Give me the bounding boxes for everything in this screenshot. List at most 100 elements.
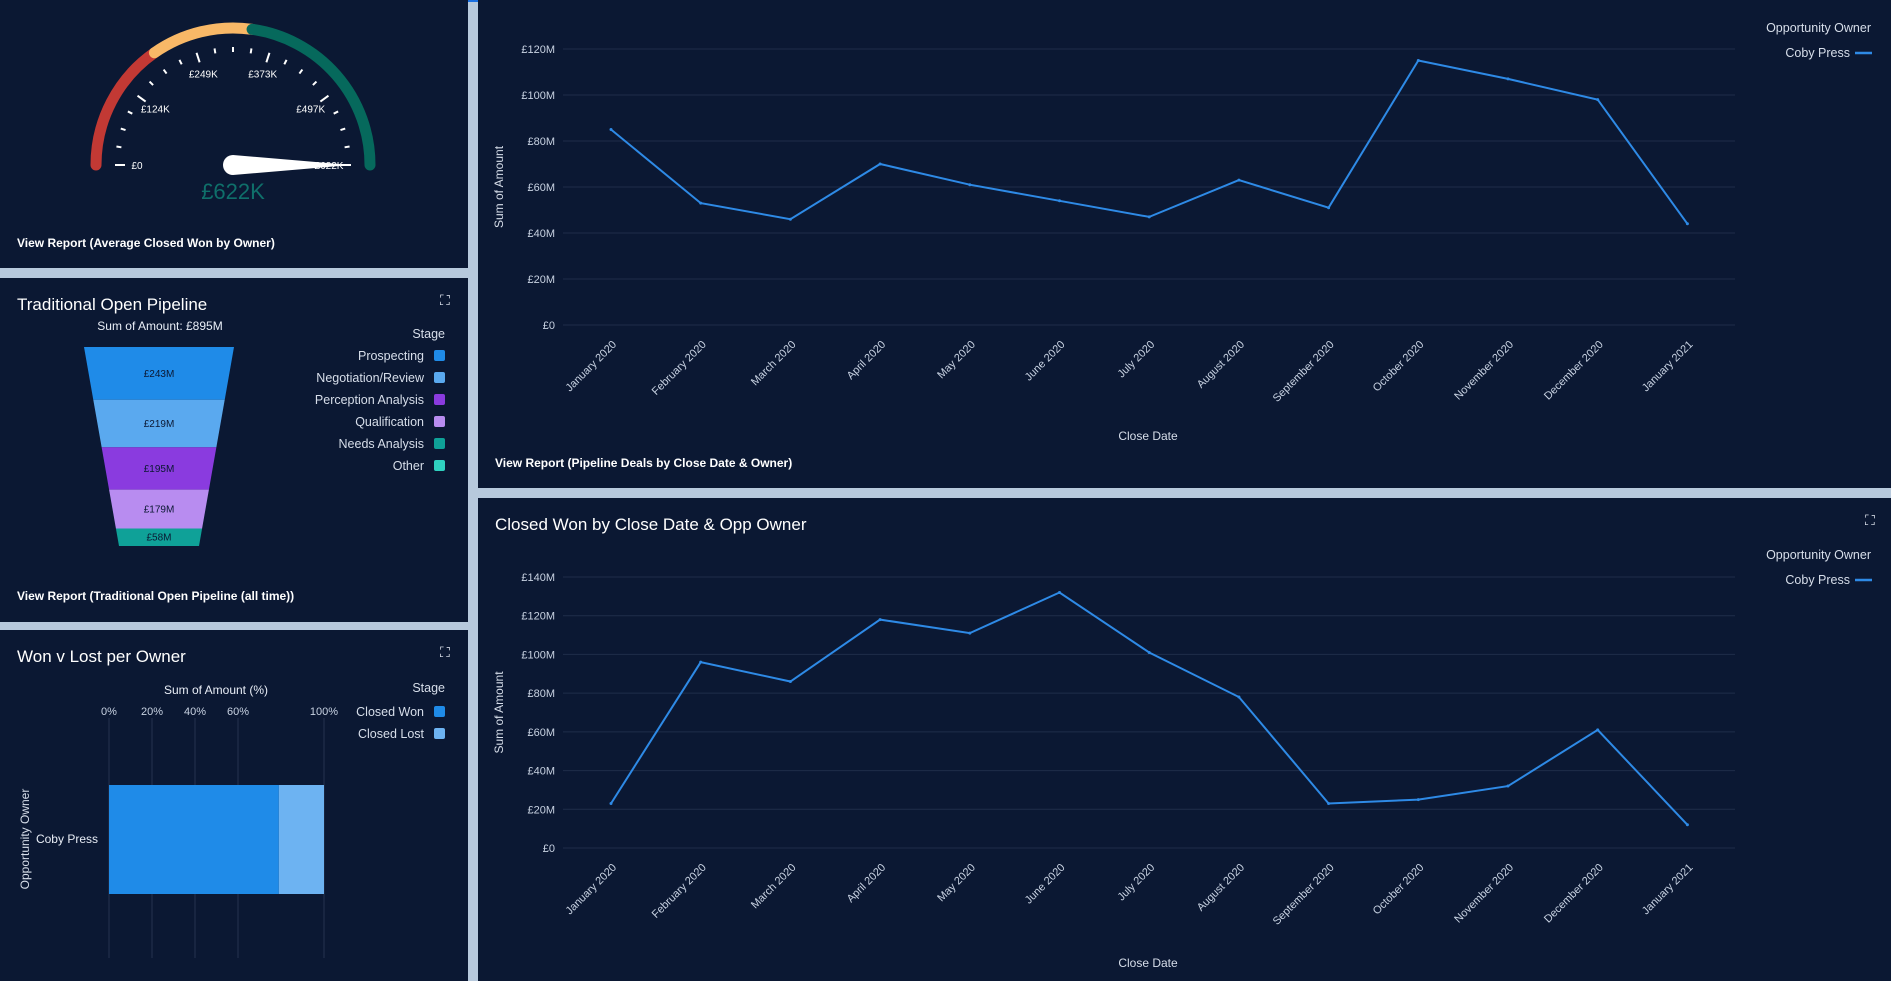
funnel-legend-label: Needs Analysis bbox=[339, 437, 424, 451]
closedwon-data-point bbox=[1685, 823, 1689, 827]
closedwon-legend-title: Opportunity Owner bbox=[1766, 548, 1871, 562]
gauge-band-low bbox=[90, 47, 160, 171]
pipeline-legend-title: Opportunity Owner bbox=[1766, 21, 1871, 35]
pipeline-xtick: December 2020 bbox=[1542, 339, 1606, 403]
funnel-legend-label: Qualification bbox=[355, 415, 424, 429]
pipeline-xtick: May 2020 bbox=[935, 339, 978, 382]
funnel-segment bbox=[101, 447, 217, 490]
funnel-segment bbox=[84, 347, 234, 400]
funnel-legend-label: Negotiation/Review bbox=[316, 371, 425, 385]
pipeline-data-point bbox=[1237, 178, 1241, 182]
gauge-tick-mark bbox=[298, 68, 304, 75]
pipeline-view-report-link[interactable]: View Report (Pipeline Deals by Close Dat… bbox=[495, 456, 793, 470]
closedwon-data-point bbox=[1327, 801, 1331, 805]
closedwon-data-point bbox=[878, 618, 882, 622]
funnel-view-report-link[interactable]: View Report (Traditional Open Pipeline (… bbox=[17, 589, 295, 603]
closedwon-xtick: August 2020 bbox=[1195, 862, 1247, 914]
pipeline-xtick: October 2020 bbox=[1371, 339, 1427, 395]
closedwon-data-point bbox=[1058, 590, 1061, 594]
closedwon-xtick: March 2020 bbox=[749, 862, 799, 912]
pipeline-xtick: January 2020 bbox=[563, 339, 619, 395]
funnel-legend-label: Perception Analysis bbox=[315, 393, 424, 407]
wonlost-xtick: 0% bbox=[101, 706, 117, 718]
pipeline-xtick: November 2020 bbox=[1452, 339, 1516, 403]
closedwon-xtick: June 2020 bbox=[1023, 862, 1068, 907]
wonlost-legend-swatch bbox=[434, 728, 445, 739]
pipeline-ytick: £60M bbox=[527, 182, 555, 194]
expand-icon[interactable]: ⛶ bbox=[440, 644, 450, 660]
closedwon-xtick: July 2020 bbox=[1116, 862, 1158, 904]
gauge-tick-label: £497K bbox=[296, 105, 325, 116]
closedwon-card: Closed Won by Close Date & Opp Owner ⛶ £… bbox=[478, 498, 1891, 981]
funnel-card: Traditional Open Pipeline ⛶ Sum of Amoun… bbox=[0, 278, 468, 622]
pipeline-series-line bbox=[610, 59, 1689, 225]
closedwon-data-point bbox=[609, 801, 613, 805]
wonlost-bar-segment bbox=[109, 785, 279, 894]
pipeline-data-point bbox=[1416, 59, 1420, 62]
wonlost-xtick: 100% bbox=[310, 706, 338, 718]
pipeline-xtick: June 2020 bbox=[1023, 339, 1068, 384]
funnel-legend-swatch bbox=[434, 416, 445, 427]
gauge-tick-label: £124K bbox=[141, 105, 170, 116]
funnel-subtitle: Sum of Amount: £895M bbox=[97, 319, 222, 333]
pipeline-ytick: £20M bbox=[527, 274, 555, 286]
gauge-band-high bbox=[246, 23, 376, 171]
funnel-segment bbox=[109, 489, 209, 529]
expand-icon[interactable]: ⛶ bbox=[440, 292, 450, 308]
closedwon-ytick: £60M bbox=[527, 727, 555, 739]
gauge-tick-mark bbox=[213, 48, 217, 54]
pipeline-xlabel: Close Date bbox=[1118, 429, 1178, 443]
gauge-tick-mark bbox=[319, 94, 330, 103]
pipeline-line-chart: £0 £20M £40M £60M £80M £100M £120M January 2020… bbox=[492, 21, 1872, 443]
gauge-tick-mark bbox=[120, 127, 126, 132]
wonlost-legend-swatch bbox=[434, 706, 445, 717]
closedwon-title: Closed Won by Close Date & Opp Owner bbox=[495, 515, 807, 534]
gauge-tick-mark bbox=[178, 59, 183, 65]
wonlost-legend-label: Closed Won bbox=[356, 705, 424, 719]
gauge-tick-label: £373K bbox=[248, 70, 277, 81]
closedwon-data-point bbox=[1416, 798, 1420, 802]
gauge-tick-mark bbox=[162, 68, 168, 75]
gauge-card: £0£124K£249K£373K£497K£622K£622K View Re… bbox=[0, 0, 468, 268]
gauge-tick-mark bbox=[127, 110, 133, 115]
wonlost-xtick: 40% bbox=[184, 706, 206, 718]
gauge-tick-label: £0 bbox=[131, 161, 143, 172]
pipeline-data-point bbox=[1147, 215, 1151, 219]
gauge-chart: £0£124K£249K£373K£497K£622K£622K bbox=[90, 22, 376, 204]
pipeline-xtick: August 2020 bbox=[1195, 339, 1247, 391]
closedwon-xtick: April 2020 bbox=[845, 862, 889, 906]
wonlost-xtick: 20% bbox=[141, 706, 163, 718]
funnel-segment-label: £243M bbox=[144, 369, 175, 380]
funnel-segment-label: £219M bbox=[144, 419, 175, 430]
pipeline-xtick: April 2020 bbox=[845, 339, 889, 383]
gauge-tick-mark bbox=[312, 80, 318, 86]
closedwon-xtick: September 2020 bbox=[1271, 862, 1337, 928]
wonlost-legend-title: Stage bbox=[412, 681, 445, 695]
gauge-tick-mark bbox=[265, 52, 271, 63]
pipeline-ytick: £80M bbox=[527, 136, 555, 148]
expand-icon[interactable]: ⛶ bbox=[1865, 512, 1875, 528]
closedwon-data-point bbox=[699, 660, 703, 664]
wonlost-category-label: Coby Press bbox=[36, 832, 98, 846]
funnel-title: Traditional Open Pipeline bbox=[17, 295, 208, 314]
gauge-value-label: £622K bbox=[201, 179, 265, 204]
wonlost-title: Won v Lost per Owner bbox=[17, 647, 186, 666]
pipeline-ytick: £120M bbox=[521, 44, 555, 56]
closedwon-xlabel: Close Date bbox=[1118, 956, 1178, 970]
closedwon-data-point bbox=[788, 680, 792, 684]
closedwon-xtick: January 2021 bbox=[1640, 862, 1696, 918]
gauge-tick-mark bbox=[333, 110, 339, 115]
closedwon-data-point bbox=[1237, 695, 1241, 699]
closedwon-xtick: November 2020 bbox=[1452, 862, 1516, 926]
pipeline-xtick: July 2020 bbox=[1116, 339, 1158, 381]
pipeline-xtick: September 2020 bbox=[1271, 339, 1337, 405]
gauge-view-report-link[interactable]: View Report (Average Closed Won by Owner… bbox=[17, 236, 275, 250]
funnel-segment-label: £195M bbox=[144, 464, 175, 475]
pipeline-data-point bbox=[1506, 77, 1510, 81]
closedwon-ytick: £20M bbox=[527, 804, 555, 816]
gauge-needle bbox=[223, 155, 351, 175]
closedwon-series-line bbox=[610, 591, 1689, 826]
funnel-legend-swatch bbox=[434, 438, 445, 449]
funnel-legend-label: Other bbox=[393, 459, 424, 473]
gauge-band-mid bbox=[148, 22, 258, 59]
